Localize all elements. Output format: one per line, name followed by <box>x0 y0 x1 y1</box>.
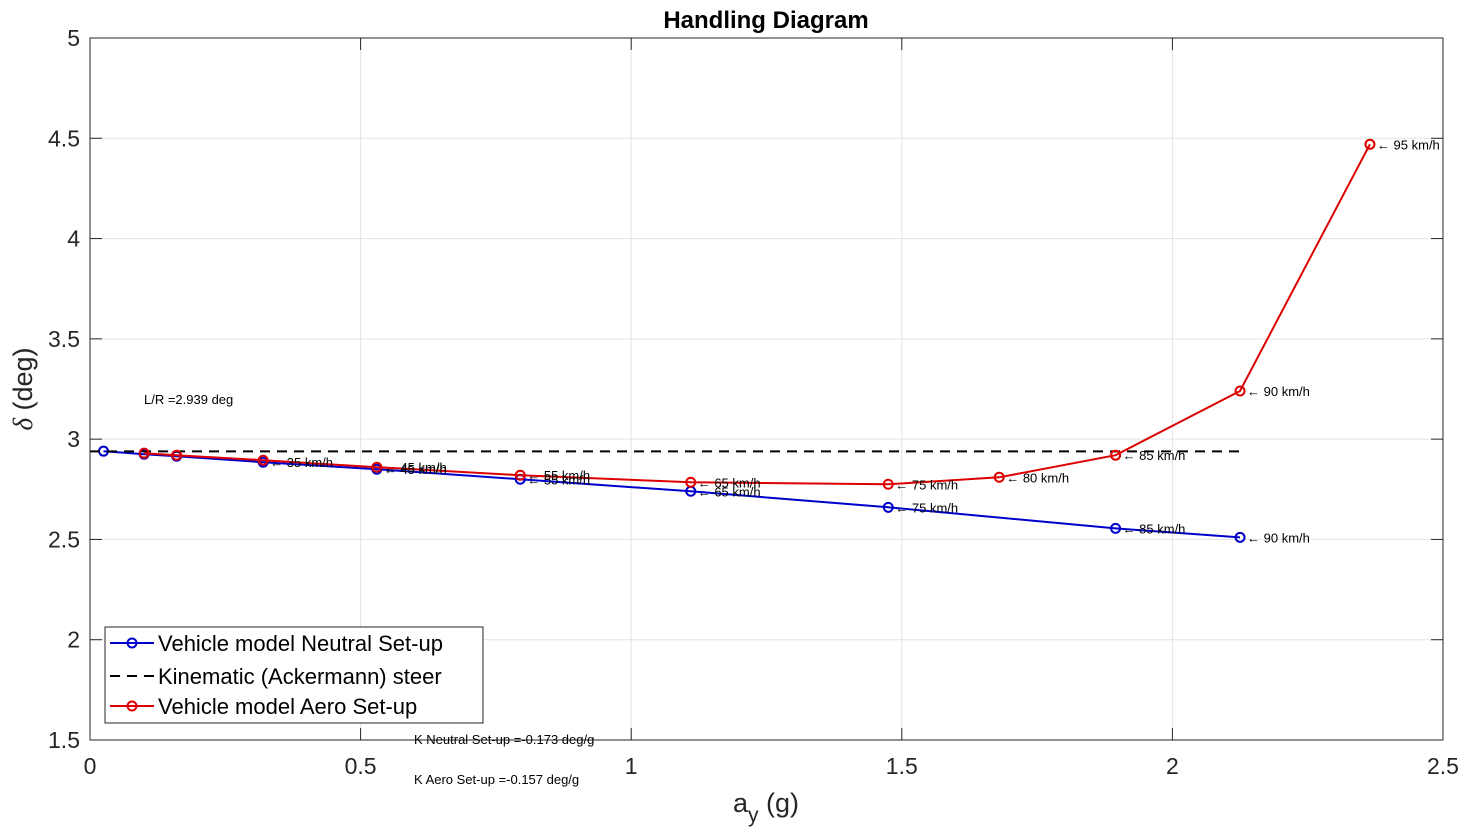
data-point <box>685 476 697 488</box>
data-point-label: ← 75 km/h <box>895 500 958 515</box>
data-point-label: ← 95 km/h <box>1377 137 1440 152</box>
data-point <box>514 469 526 481</box>
data-point <box>882 478 894 490</box>
x-tick-label: 0 <box>84 753 97 779</box>
data-point <box>1110 449 1122 461</box>
data-point <box>171 449 183 461</box>
plot-area <box>90 38 1443 740</box>
y-tick-label: 1.5 <box>48 727 80 753</box>
y-axis-label-unit: (deg) <box>8 347 38 418</box>
legend-box <box>104 626 484 724</box>
series-layer <box>90 138 1376 543</box>
x-axis-label-subscript: y <box>748 804 759 827</box>
k-aero-annotation: K Aero Set-up =-0.157 deg/g <box>414 772 579 787</box>
data-point <box>1234 531 1246 543</box>
legend-marker-aero <box>126 700 138 712</box>
x-axis-label-unit: (g) <box>759 788 800 818</box>
data-point-label: ← 45 km/h <box>384 460 447 475</box>
y-axis-label-symbol: δ <box>8 418 38 431</box>
data-point-label: ← 75 km/h <box>895 477 958 492</box>
chart-title: Handling Diagram <box>663 7 868 34</box>
x-tick-label: 1.5 <box>886 753 918 779</box>
data-point <box>257 454 269 466</box>
data-point <box>882 501 894 513</box>
data-point-label: ← 85 km/h <box>1123 521 1186 536</box>
legend-marker-neutral <box>126 637 138 649</box>
data-point <box>1110 522 1122 534</box>
x-axis-label-main: a <box>733 788 749 818</box>
y-axis-label: δ (deg) <box>8 347 38 430</box>
legend-label-kinematic: Kinematic (Ackermann) steer <box>158 664 442 689</box>
y-tick-label: 5 <box>67 25 80 51</box>
y-tick-label: 3 <box>67 426 80 452</box>
x-tick-label: 2.5 <box>1427 753 1459 779</box>
legend-label-neutral: Vehicle model Neutral Set-up <box>158 631 443 656</box>
x-tick-label: 2 <box>1166 753 1179 779</box>
data-point-label: ← 80 km/h <box>1006 470 1069 485</box>
series-line-2 <box>144 143 1371 486</box>
data-point <box>371 461 383 473</box>
data-point <box>1234 385 1246 397</box>
y-tick-label: 4.5 <box>48 125 80 151</box>
grid <box>90 38 1443 740</box>
x-tick-label: 1 <box>625 753 638 779</box>
data-point <box>993 471 1005 483</box>
data-point-label: ← 45 km/h <box>384 462 447 477</box>
data-point-label: ← 55 km/h <box>527 468 590 483</box>
data-point-label: ← 90 km/h <box>1247 530 1310 545</box>
y-tick-label: 3.5 <box>48 326 80 352</box>
axis-ticks: 0 0.5 1 1.5 2 2.5 1.5 2 2.5 3 3.5 4 4.5 5 <box>48 25 1459 779</box>
x-axis-label: ay (g) <box>733 788 799 827</box>
plot-frame <box>89 37 1444 741</box>
x-tick-label: 0.5 <box>345 753 377 779</box>
lr-annotation: L/R =2.939 deg <box>144 392 233 407</box>
data-point-label: ← 90 km/h <box>1247 384 1310 399</box>
legend: Vehicle model Neutral Set-up Kinematic (… <box>104 626 484 724</box>
data-point-label: ← 65 km/h <box>698 484 761 499</box>
data-point-label: ← 85 km/h <box>1123 448 1186 463</box>
legend-label-aero: Vehicle model Aero Set-up <box>158 694 417 719</box>
y-tick-label: 4 <box>67 226 80 252</box>
k-neutral-annotation: K Neutral Set-up =-0.173 deg/g <box>414 732 594 747</box>
data-point-label: ← 35 km/h <box>270 455 333 470</box>
data-point <box>1364 138 1376 150</box>
data-point <box>138 447 150 459</box>
data-point-label: ← 55 km/h <box>527 472 590 487</box>
point-labels-layer: ← 35 km/h ← 45 km/h ← 55 km/h ← 65 km/h ← 75… <box>270 137 1440 545</box>
y-tick-label: 2.5 <box>48 526 80 552</box>
y-tick-label: 2 <box>67 627 80 653</box>
data-point-label: ← 65 km/h <box>698 475 761 490</box>
